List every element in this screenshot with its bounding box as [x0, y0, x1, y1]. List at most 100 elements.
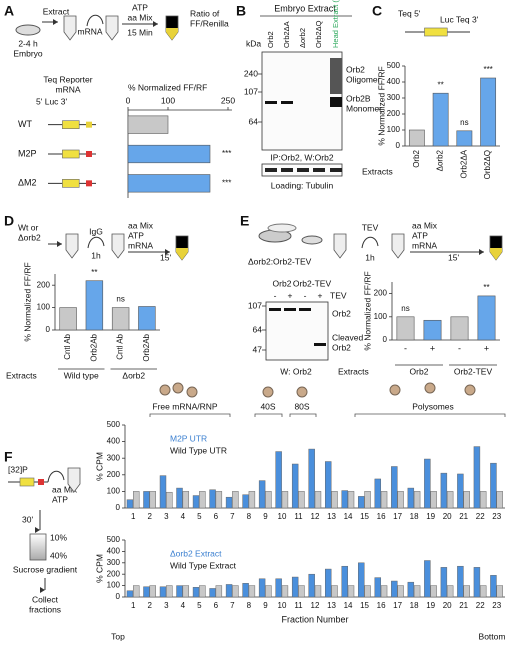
bar: [215, 585, 223, 598]
x-tick-label: 5: [197, 601, 202, 610]
x-tick-label: 19: [426, 601, 435, 610]
lane-label: Δorb2: [298, 28, 307, 48]
bar: [138, 306, 156, 331]
bar: [275, 578, 282, 598]
bar: [391, 466, 398, 509]
bar: [265, 491, 272, 509]
bar: [298, 491, 305, 509]
step: 15': [160, 252, 171, 262]
x-tick-label: 2: [148, 601, 153, 610]
marker: 107: [244, 86, 258, 96]
x-tick-label: 8: [247, 512, 252, 521]
marker: 107: [248, 300, 262, 310]
y-tick-label: 200: [387, 109, 401, 118]
curved-arrow: [47, 470, 65, 483]
y-tick-label: 500: [107, 420, 121, 429]
arrow-head: [57, 241, 62, 247]
bar: [298, 585, 305, 598]
bar: [496, 491, 503, 509]
y-tick-label: 400: [387, 77, 401, 86]
peak-label: 40S: [260, 401, 275, 411]
step: IgG: [89, 226, 103, 236]
ribosome-icon: [464, 384, 476, 396]
tube: [111, 233, 125, 259]
x-tick-label: 9: [263, 512, 268, 521]
band-label: Orb2: [332, 342, 351, 352]
y-tick-label: 0: [116, 503, 121, 512]
x-tick-label: 21: [459, 512, 468, 521]
tubulin-band: [281, 168, 293, 172]
step: 15 Min: [127, 27, 153, 37]
tube-liquid: [166, 28, 178, 40]
band: [269, 308, 281, 311]
arrow-head: [53, 19, 58, 25]
bar: [159, 586, 167, 598]
tubulin-band: [313, 168, 325, 172]
x-tick-label: Cntl Ab: [116, 333, 125, 359]
group-label: Wild type: [64, 370, 99, 380]
y-tick-label: 300: [387, 93, 401, 102]
x-tick-label: 12: [311, 601, 320, 610]
x-tick-label: 10: [278, 601, 287, 610]
bar: [159, 475, 167, 509]
bar: [331, 585, 338, 598]
bar: [176, 487, 183, 509]
step: aa Mix: [128, 220, 154, 230]
significance: ***: [483, 65, 492, 74]
x-tick-label: 16: [377, 512, 386, 521]
step: 30': [22, 514, 33, 524]
peak-bracket: [354, 413, 506, 417]
arrow-head: [35, 527, 40, 533]
step: aa Mix: [52, 484, 78, 494]
x-tick-label: 4: [181, 512, 186, 521]
bar: [265, 585, 272, 598]
bar: [446, 585, 454, 598]
ribosome-icon: [424, 382, 436, 394]
strain: Δorb2:Orb2-TEV: [248, 256, 312, 266]
legend-entry: Δorb2 Extract: [170, 548, 222, 558]
x-tick-label: 1: [131, 512, 136, 521]
y-tick-label: 400: [107, 437, 121, 446]
band-label: Orb2: [332, 308, 351, 318]
x-tick-label: 7: [230, 601, 235, 610]
utr-box: [86, 180, 92, 187]
bar: [432, 92, 449, 147]
lane-label: Orb2: [266, 31, 275, 48]
step: TEV: [362, 222, 379, 232]
bar: [143, 586, 150, 598]
bar: [479, 491, 487, 509]
bar: [149, 585, 156, 598]
bar: [380, 491, 388, 509]
curved-arrow: [87, 236, 105, 249]
x-tick-label: 10: [278, 512, 287, 521]
y-tick-label: 400: [107, 547, 121, 556]
x-axis-label: Fraction Number: [281, 614, 348, 624]
x-tick-label: 22: [476, 601, 485, 610]
luc-box: [62, 149, 80, 159]
group-label: Δorb2: [122, 370, 145, 380]
y-tick-label: 0: [383, 335, 388, 344]
bar: [456, 130, 473, 147]
bar: [192, 495, 200, 509]
bar: [59, 307, 77, 331]
arrow-head: [479, 249, 484, 255]
band: [314, 343, 326, 346]
x-tick-label: -: [404, 343, 407, 353]
x-tick-label: 6: [214, 512, 219, 521]
significance: **: [483, 283, 489, 292]
tubulin-band: [265, 168, 277, 172]
bar: [324, 568, 332, 598]
luc-box: [62, 179, 80, 188]
curved-arrow: [361, 236, 379, 249]
bar: [397, 585, 404, 598]
step: ATP: [128, 230, 144, 240]
tube: [105, 15, 119, 41]
y-tick-label: M2P: [18, 148, 37, 158]
end-label: Bottom: [479, 631, 506, 641]
luc-box: [424, 27, 448, 37]
bar: [430, 585, 437, 598]
peak-bracket: [149, 413, 231, 417]
panel-label: C: [372, 3, 382, 19]
condition: Wt or: [18, 222, 38, 232]
y-tick-label: 200: [374, 289, 388, 298]
